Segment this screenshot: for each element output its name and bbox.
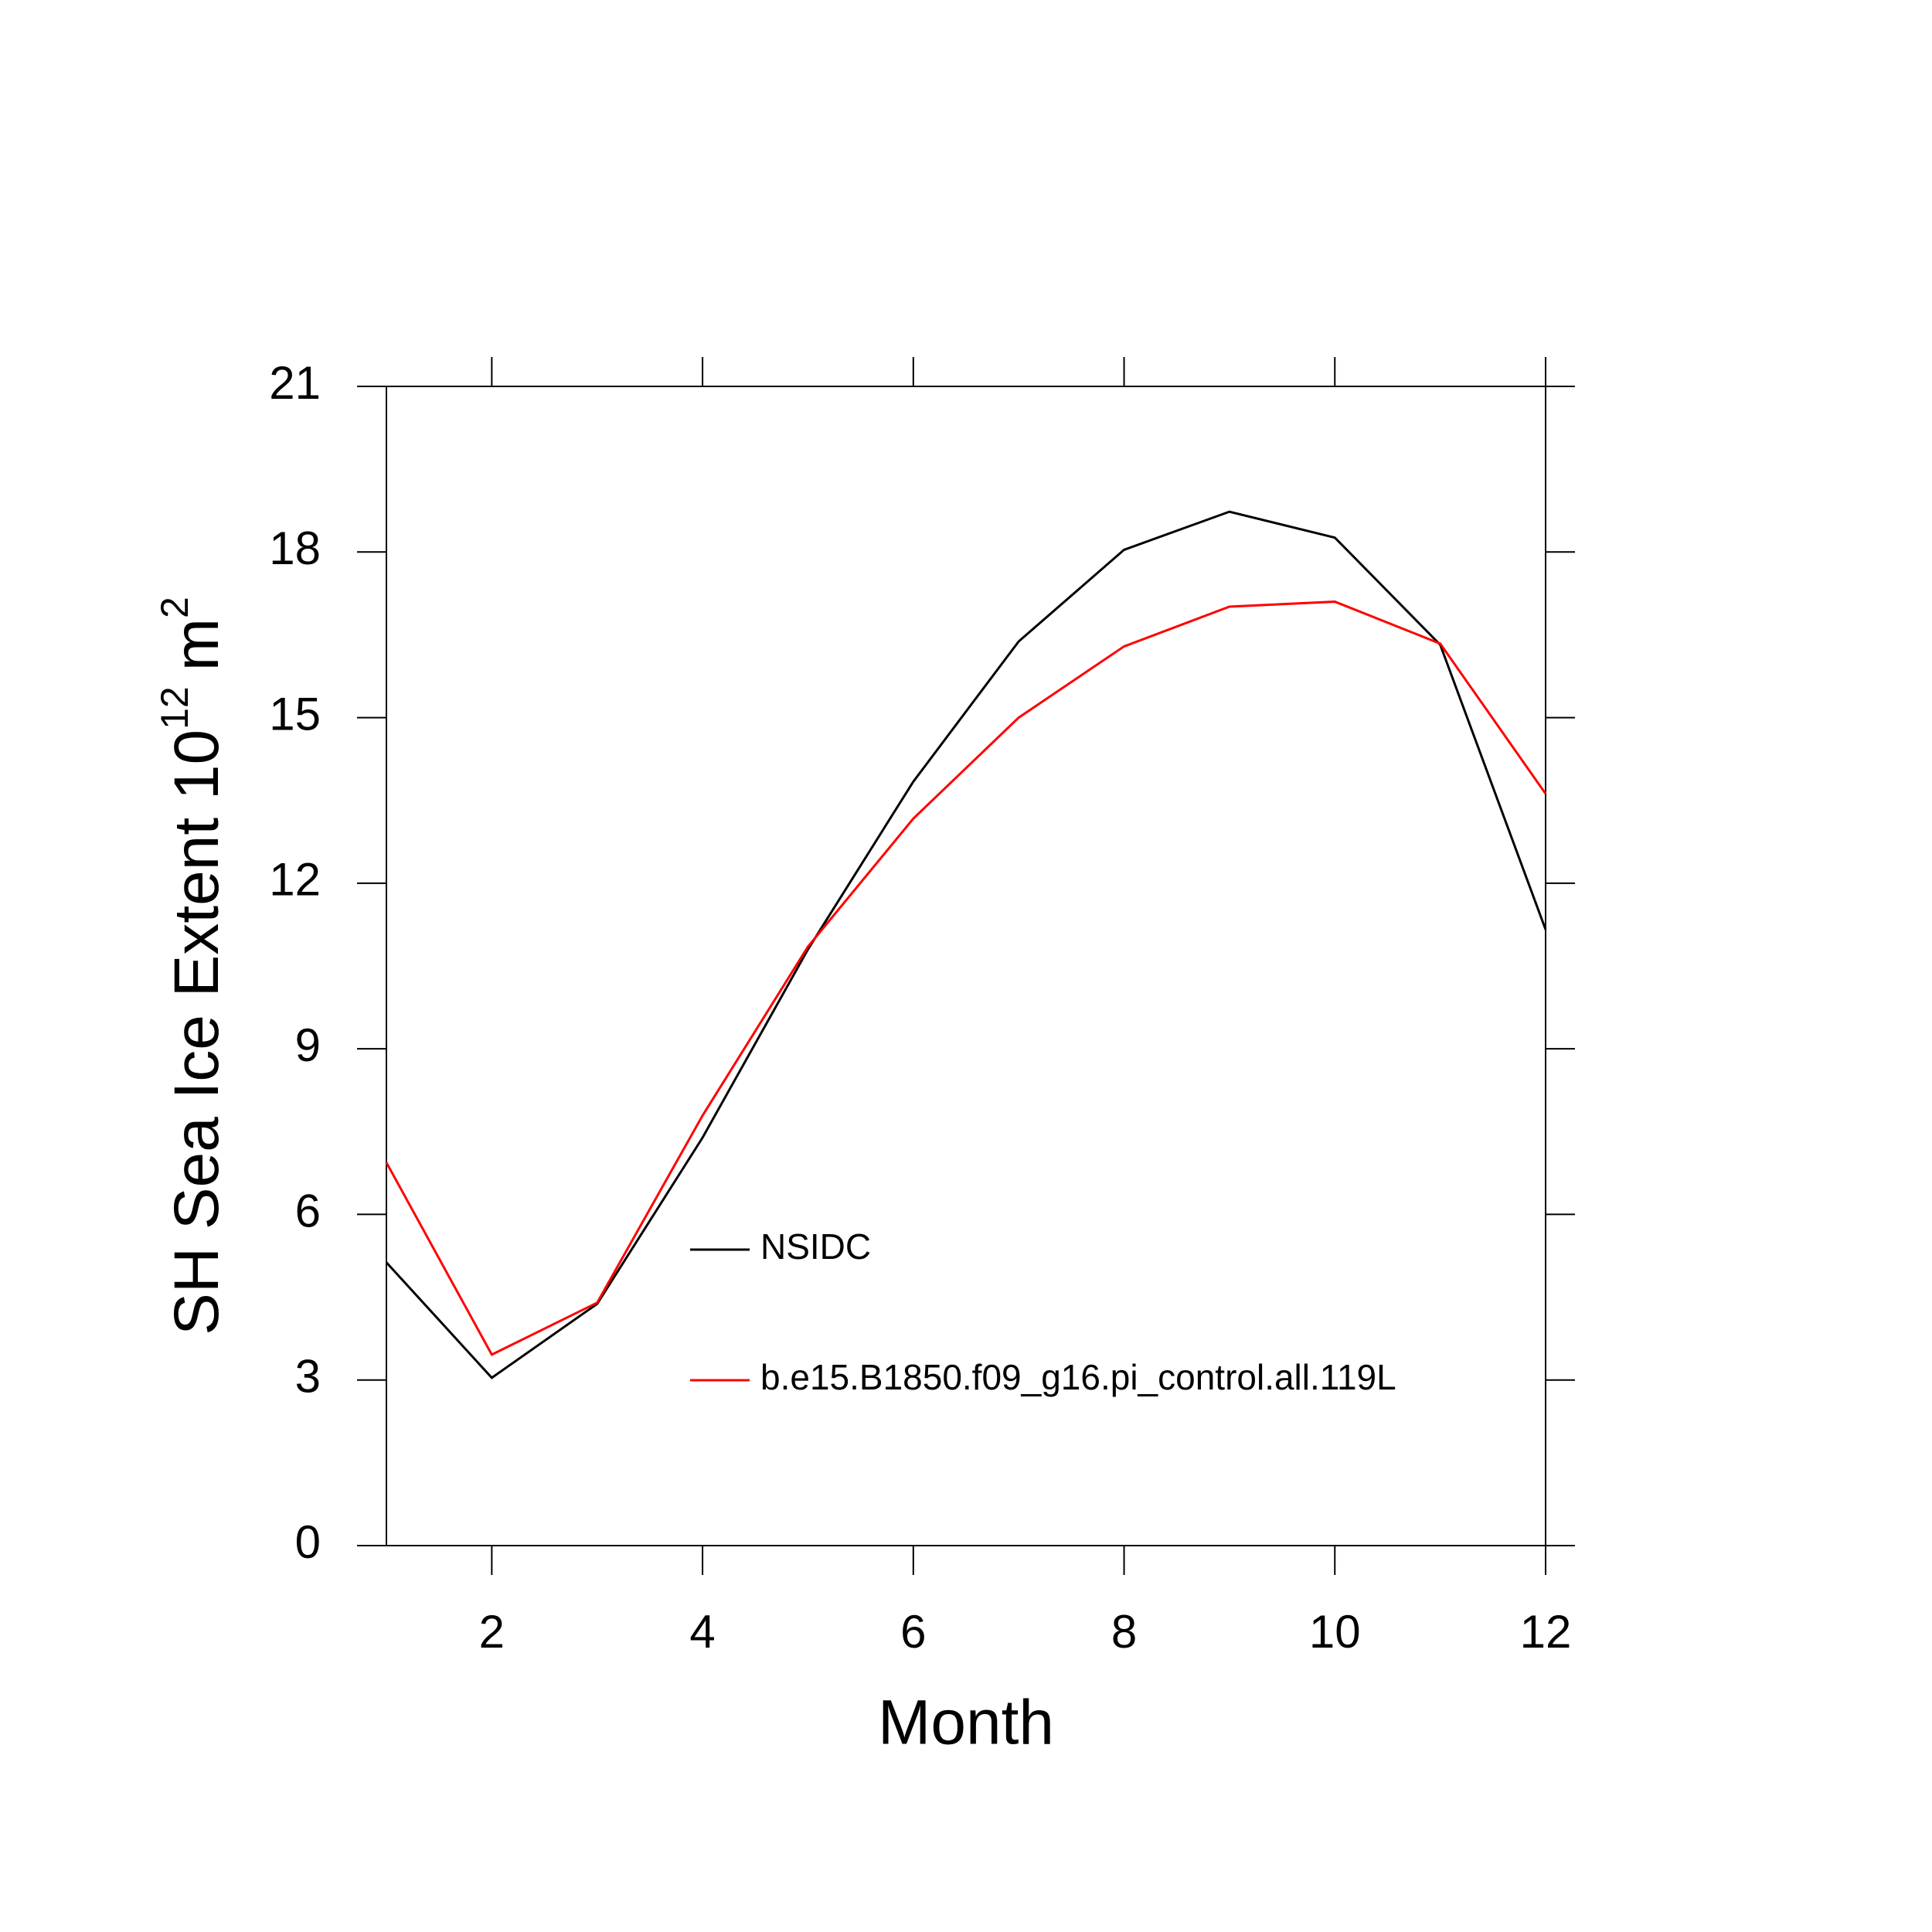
x-tick-label: 4 <box>689 1606 715 1658</box>
x-tick-label: 10 <box>1309 1606 1361 1658</box>
y-title-sup: 12 <box>153 686 196 730</box>
y-tick-label: 18 <box>269 522 321 574</box>
legend-label: NSIDC <box>760 1226 871 1267</box>
y-tick-label: 0 <box>295 1516 321 1568</box>
x-axis-title: Month <box>878 1688 1054 1758</box>
y-tick-label: 12 <box>269 854 321 906</box>
legend-label: b.e15.B1850.f09_g16.pi_control.all.119L <box>760 1357 1396 1397</box>
x-tick-label: 6 <box>900 1606 926 1658</box>
y-title-part: SH Sea Ice Extent 10 <box>162 730 232 1335</box>
x-tick-label: 2 <box>479 1606 505 1658</box>
x-tick-label: 8 <box>1111 1606 1137 1658</box>
y-title-part: m <box>162 618 232 671</box>
y-tick-label: 3 <box>295 1351 321 1403</box>
x-tick-label: 12 <box>1520 1606 1572 1658</box>
y-axis-title: SH Sea Ice Extent 1012 m2 <box>153 597 231 1335</box>
y-tick-label: 6 <box>295 1185 321 1236</box>
plot-frame <box>386 386 1546 1546</box>
series-line <box>385 600 1547 1356</box>
y-title-sup: 2 <box>153 597 196 618</box>
y-tick-label: 15 <box>269 688 321 740</box>
y-tick-label: 9 <box>295 1019 321 1071</box>
y-tick-label: 21 <box>269 357 321 409</box>
series-line <box>385 510 1547 1379</box>
